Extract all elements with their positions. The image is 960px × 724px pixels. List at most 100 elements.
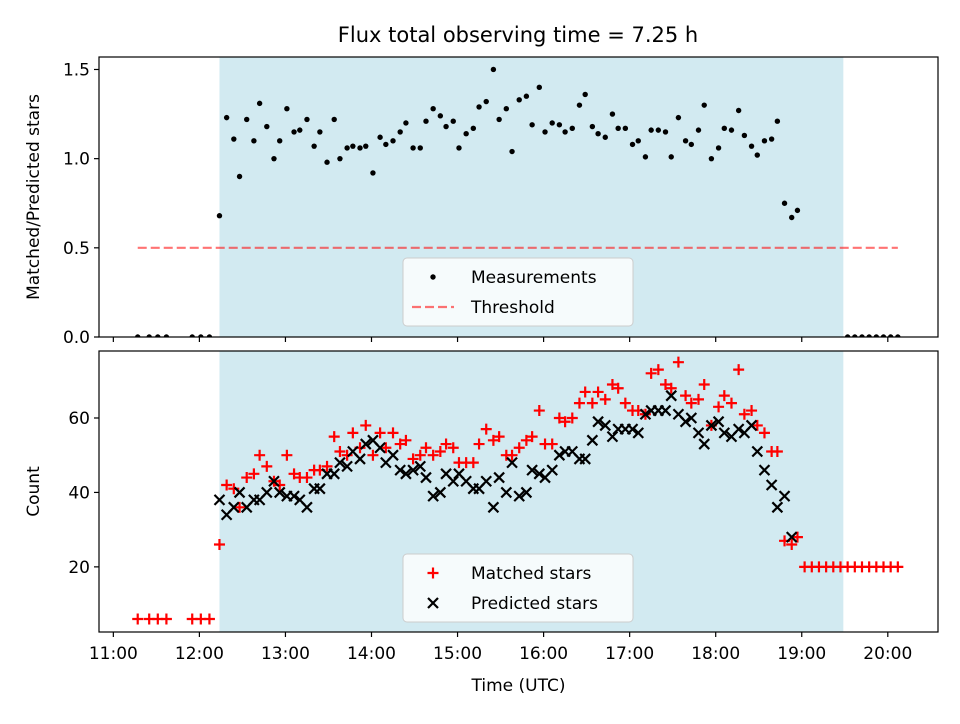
matched-star-point (619, 397, 631, 409)
measurement-point (223, 114, 230, 121)
data-layer (132, 356, 904, 625)
matched-star-point (791, 531, 803, 543)
y-axis-label: Matched/Predicted stars (24, 94, 44, 300)
matched-star-point (213, 539, 225, 551)
measurement-point (615, 125, 621, 132)
matched-star-point (526, 431, 538, 443)
measurement-point (602, 134, 608, 140)
matched-star-point (288, 468, 300, 480)
matched-star-point (599, 393, 611, 405)
predicted-star-point (301, 501, 313, 514)
measurement-point (536, 84, 542, 91)
matched-star-point (427, 449, 439, 461)
predicted-star-point (407, 464, 419, 476)
measurement-point (781, 200, 788, 206)
measurement-point (523, 93, 530, 99)
measurement-point (576, 102, 583, 108)
predicted-star-point (665, 389, 678, 402)
measurement-point (155, 334, 161, 337)
measurement-point (589, 123, 596, 130)
measurement-point (852, 334, 858, 337)
predicted-star-point (447, 475, 460, 488)
measurement-point (708, 155, 715, 162)
measurement-point (556, 122, 563, 128)
predicted-star-point (606, 430, 619, 443)
measurement-point (271, 155, 277, 162)
matched-star-point (685, 397, 697, 409)
measurement-point (895, 334, 901, 337)
predicted-star-point (771, 501, 784, 514)
measurement-point (476, 104, 482, 110)
predicted-star-point (414, 460, 427, 473)
matched-star-point (221, 479, 233, 491)
measurement-point (721, 125, 728, 132)
measurement-point (456, 145, 462, 151)
y-tick-label: 0.5 (63, 239, 90, 259)
matched-star-point (480, 423, 492, 435)
measurement-point (595, 130, 601, 137)
matched-star-point (132, 613, 144, 625)
measurement-point (256, 100, 263, 107)
measurement-point (794, 207, 801, 214)
matched-star-point (387, 427, 399, 439)
x-tick-label: 17:00 (605, 644, 654, 664)
matched-star-point (566, 412, 578, 424)
measurement-point (655, 127, 662, 133)
measurement-point (748, 143, 755, 149)
matched-star-point (360, 419, 372, 431)
matched-star-point (160, 613, 172, 625)
measurement-point (231, 136, 237, 142)
matched-star-point (725, 397, 737, 409)
matched-star-point (713, 401, 725, 413)
legend-label: Measurements (471, 268, 597, 288)
measurement-point (542, 129, 548, 135)
predicted-star-point (626, 423, 639, 435)
legend-predicted-marker (427, 597, 439, 609)
count-subplot: 20 40 60 11:00 12:00 13:00 14:00 15:00 16:00 17:0… (24, 350, 939, 696)
measurement-point (383, 141, 389, 148)
measurement-point (844, 334, 851, 337)
measurement-point (350, 143, 356, 149)
matched-star-point (733, 364, 745, 376)
axes-frame (98, 56, 939, 338)
legend-label: Predicted stars (471, 594, 598, 614)
predicted-star-point (592, 415, 604, 428)
predicted-star-point (314, 482, 326, 495)
matched-star-point (559, 416, 571, 428)
predicted-star-point (359, 438, 372, 450)
measurement-point (622, 125, 629, 132)
matched-star-point (248, 468, 260, 480)
predicted-star-point (712, 415, 725, 428)
x-tick-label: 18:00 (691, 644, 740, 664)
matched-star-point (341, 449, 353, 461)
predicted-star-point (546, 464, 558, 476)
predicted-star-point (520, 486, 533, 499)
matched-star-point (254, 449, 266, 461)
legend-box (402, 257, 634, 327)
matched-star-point (786, 539, 798, 551)
measurement-point (887, 334, 894, 337)
measurement-point (768, 136, 775, 142)
matched-star-point (301, 472, 313, 484)
predicted-star-point (698, 438, 711, 450)
matched-star-point (281, 449, 293, 461)
measurement-point (236, 173, 243, 180)
x-tick-label: 19:00 (777, 644, 826, 664)
y-tick-label: 40 (68, 483, 90, 503)
measurement-point (443, 123, 449, 130)
measurement-point (496, 116, 502, 123)
matched-star-point (718, 390, 730, 402)
predicted-star-point (354, 453, 366, 465)
measurement-point (251, 138, 257, 144)
predicted-star-point (513, 490, 525, 502)
measurement-point (397, 129, 403, 135)
x-tick-label: 12:00 (175, 644, 224, 664)
measurement-point (331, 116, 337, 123)
predicted-star-point (639, 408, 652, 421)
predicted-star-point (387, 449, 399, 461)
predicted-star-point (586, 434, 599, 447)
measurement-point (866, 334, 872, 337)
predicted-star-point (533, 468, 546, 480)
x-tick-label: 14:00 (347, 644, 396, 664)
measurement-point (317, 129, 323, 135)
